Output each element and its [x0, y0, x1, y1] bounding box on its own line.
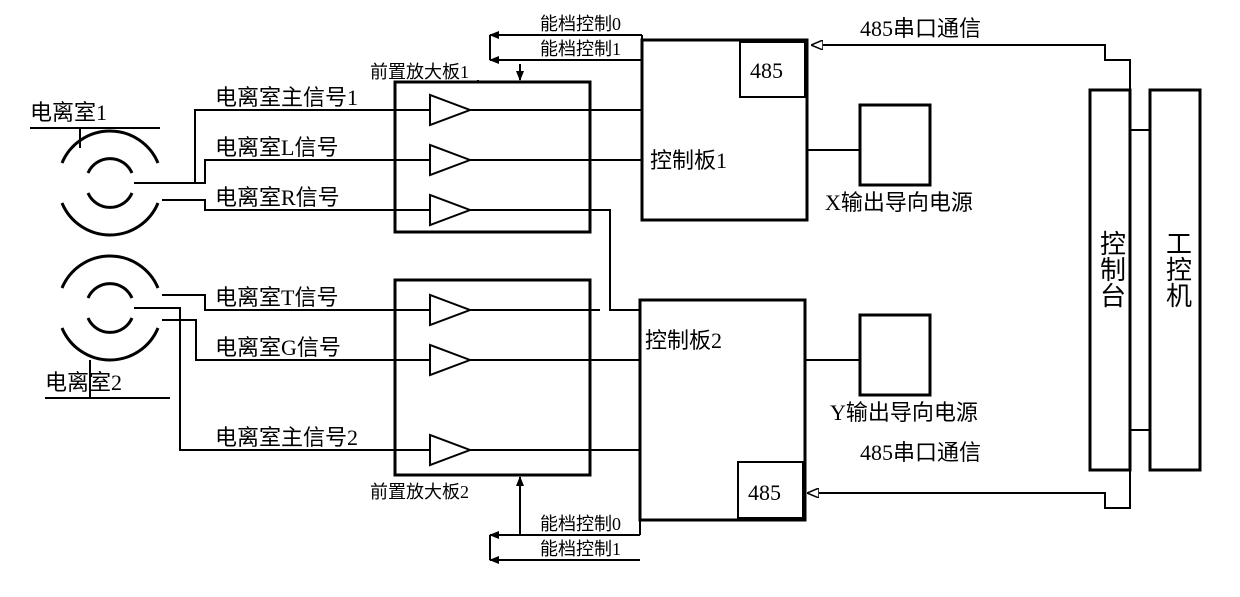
preamp-2-label: 前置放大板2: [370, 482, 469, 502]
triangle-icon: [430, 295, 470, 325]
label-t-signal: 电离室T信号: [215, 285, 338, 310]
preamp-1-amp-3: [395, 195, 640, 310]
serial-top-label: 485串口通信: [860, 16, 981, 41]
energy-ctrl0-label-top: 能档控制0: [540, 14, 621, 34]
control-board-1-485-label: 485: [750, 58, 783, 83]
x-psu-label: X输出导向电源: [825, 190, 973, 215]
preamp-1-amp-2: [395, 145, 642, 175]
console: 控制台: [1090, 90, 1130, 470]
ion-chamber-2: 电离室2: [45, 256, 170, 398]
ipc-label: 工控机: [1163, 230, 1192, 308]
label-main-signal-1: 电离室主信号1: [215, 85, 358, 110]
ion-chamber-1: 电离室1: [30, 100, 160, 235]
y-psu-label: Y输出导向电源: [830, 400, 978, 425]
preamp-1: 前置放大板1 能档控制0 能档控制1: [370, 14, 642, 310]
ipc: 工控机: [1150, 90, 1200, 470]
label-main-signal-2: 电离室主信号2: [215, 425, 358, 450]
inner-ring-top: [88, 284, 132, 298]
energy-ctrl1-label-top: 能档控制1: [540, 39, 621, 59]
triangle-icon: [430, 345, 470, 375]
ion-chamber-2-label: 电离室2: [45, 370, 122, 395]
console-label: 控制台: [1097, 230, 1126, 308]
amp-out: [470, 210, 640, 310]
preamp-1-label: 前置放大板1: [370, 62, 469, 82]
control-board-2-label: 控制板2: [645, 328, 722, 353]
ion-chamber-1-label: 电离室1: [30, 100, 107, 125]
control-board-2: 控制板2 485: [640, 300, 860, 535]
control-board-2-485-label: 485: [748, 480, 781, 505]
x-psu: X输出导向电源: [825, 105, 973, 215]
energy-ctrl0-label-bot: 能档控制0: [540, 514, 621, 534]
diagram-root: 电离室1 电离室2 电离室主信号1 电离室L信号 电离室: [0, 0, 1240, 597]
y-psu-box: [860, 315, 930, 395]
preamp-2: 前置放大板2 能档控制0 能档控制1: [370, 280, 640, 560]
preamp-2-amp-3: [395, 435, 640, 465]
y-psu: Y输出导向电源: [830, 315, 978, 425]
label-l-signal: 电离室L信号: [215, 135, 338, 160]
triangle-icon: [430, 195, 470, 225]
control-board-1-label: 控制板1: [650, 148, 727, 173]
preamp-2-amp-1: [395, 295, 470, 325]
inner-ring-top: [88, 159, 132, 173]
serial-top-arrow: [822, 45, 1130, 90]
inner-ring-bottom: [88, 193, 132, 207]
inner-ring-bottom: [88, 318, 132, 332]
serial-top: 485串口通信: [822, 16, 1130, 90]
triangle-icon: [430, 145, 470, 175]
triangle-icon: [430, 95, 470, 125]
serial-bottom-arrow: [818, 470, 1130, 508]
triangle-icon: [430, 435, 470, 465]
wire-l-signal: [162, 160, 395, 183]
preamp-2-amp-2: [395, 345, 640, 375]
serial-bottom: 485串口通信: [818, 440, 1130, 508]
energy-ctrl1-label-bot: 能档控制1: [540, 539, 621, 559]
preamp-1-amp-1: [395, 95, 642, 125]
serial-bottom-label: 485串口通信: [860, 440, 981, 465]
signals-top: 电离室主信号1 电离室L信号 电离室R信号: [134, 85, 395, 210]
x-psu-box: [860, 105, 930, 185]
label-r-signal: 电离室R信号: [215, 185, 340, 210]
label-g-signal: 电离室G信号: [215, 335, 341, 360]
signals-bottom: 电离室T信号 电离室G信号 电离室主信号2: [134, 285, 395, 450]
